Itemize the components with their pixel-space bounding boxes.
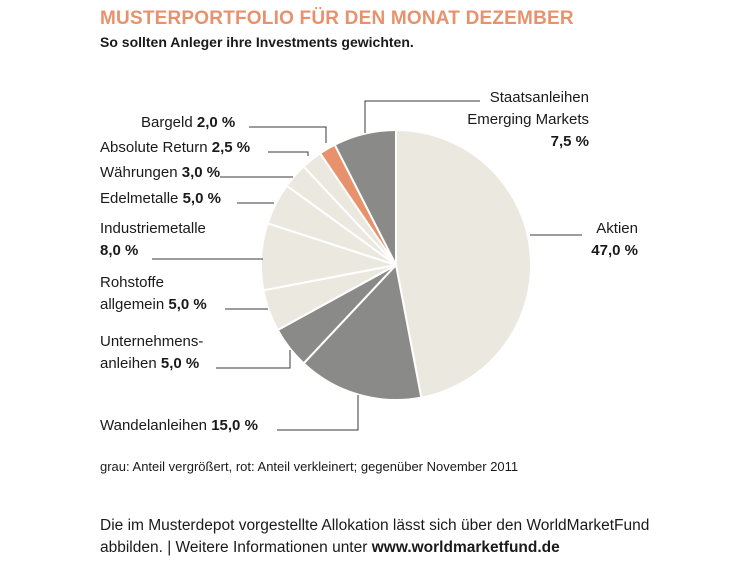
- slice-label-text-absolute-return: Absolute Return 2,5 %: [100, 139, 250, 156]
- leader-lines: [152, 100, 582, 431]
- slice-value-waehrungen: 3,0 %: [182, 164, 220, 181]
- slice-label-text-wandelanleihen: Wandelanleihen 15,0 %: [100, 417, 258, 434]
- leader-line-bargeld: [249, 126, 327, 143]
- slice-label-unternehmensanleihen: Unternehmens-anleihen 5,0 %: [100, 333, 203, 372]
- slice-label-text-aktien: Aktien: [596, 220, 638, 237]
- slice-label-wandelanleihen: Wandelanleihen 15,0 %: [100, 417, 258, 434]
- slice-label-text-edelmetalle: Edelmetalle 5,0 %: [100, 190, 221, 207]
- slice-label-text-unternehmensanleihen: Unternehmens-: [100, 333, 203, 350]
- footer-line-1: Die im Musterdepot vorgestellte Allokati…: [100, 517, 650, 534]
- slice-label-text-staatsanleihen-em: Staatsanleihen: [490, 89, 589, 106]
- slice-label-waehrungen: Währungen 3,0 %: [100, 164, 220, 181]
- slice-value-rohstoffe: 5,0 %: [168, 296, 206, 313]
- slice-value-edelmetalle: 5,0 %: [183, 190, 221, 207]
- slice-value-bargeld: 2,0 %: [197, 114, 235, 131]
- slice-label-text-waehrungen: Währungen 3,0 %: [100, 164, 220, 181]
- slice-label-aktien: Aktien 47,0 %: [591, 220, 638, 259]
- slice-label-edelmetalle: Edelmetalle 5,0 %: [100, 190, 221, 207]
- leader-line-wandelanleihen: [277, 395, 359, 431]
- slice-value-aktien: 47,0 %: [591, 242, 638, 259]
- slice-label-text-unternehmensanleihen: anleihen 5,0 %: [100, 355, 199, 372]
- slice-label-rohstoffe: Rohstoffe allgemein 5,0 %: [100, 274, 207, 313]
- chart-title: MUSTERPORTFOLIO FÜR DEN MONAT DEZEMBER: [100, 8, 574, 29]
- footer-link[interactable]: www.worldmarketfund.de: [371, 539, 560, 556]
- footer-line-2: abbilden. | Weitere Informationen unter …: [100, 537, 720, 559]
- leader-line-staatsanleihen-em: [364, 100, 480, 133]
- pie-slices: [259, 129, 532, 401]
- slice-label-absolute-return: Absolute Return 2,5 %: [100, 139, 250, 156]
- chart-subtitle: So sollten Anleger ihre Investments gewi…: [100, 34, 414, 50]
- slice-value-staatsanleihen-em: 7,5 %: [551, 133, 589, 150]
- footer-line-2-text: abbilden. | Weitere Informationen unter: [100, 539, 372, 556]
- slice-label-bargeld: Bargeld 2,0 %: [141, 114, 235, 131]
- slice-label-staatsanleihen-em: Staatsanleihen Emerging Markets 7,5 %: [467, 89, 589, 150]
- leader-line-absolute-return: [268, 151, 309, 156]
- footer-text: Die im Musterdepot vorgestellte Allokati…: [100, 515, 720, 559]
- slice-label-text-staatsanleihen-em: Emerging Markets: [467, 111, 589, 128]
- slice-labels: Aktien 47,0 % Wandelanleihen 15,0 % Unterne…: [100, 89, 638, 434]
- pie-slice-staatsanleihen-em: [333, 129, 397, 266]
- slice-value-wandelanleihen: 15,0 %: [211, 417, 258, 434]
- slice-label-text-bargeld: Bargeld 2,0 %: [141, 114, 235, 131]
- slice-label-text-rohstoffe: Rohstoffe: [100, 274, 164, 291]
- slice-label-text-industriemetalle: Industriemetalle: [100, 220, 206, 237]
- slice-value-absolute-return: 2,5 %: [212, 139, 250, 156]
- slice-value-unternehmensanleihen: 5,0 %: [161, 355, 199, 372]
- slice-value-industriemetalle: 8,0 %: [100, 242, 138, 259]
- slice-label-industriemetalle: Industriemetalle 8,0 %: [100, 220, 206, 259]
- color-legend-note: grau: Anteil vergrößert, rot: Anteil ver…: [100, 459, 519, 474]
- leader-line-unternehmensanleihen: [216, 350, 291, 369]
- pie-slice-wandelanleihen: [302, 264, 423, 401]
- pie-slice-aktien: [395, 129, 532, 399]
- slice-label-text-rohstoffe: allgemein 5,0 %: [100, 296, 207, 313]
